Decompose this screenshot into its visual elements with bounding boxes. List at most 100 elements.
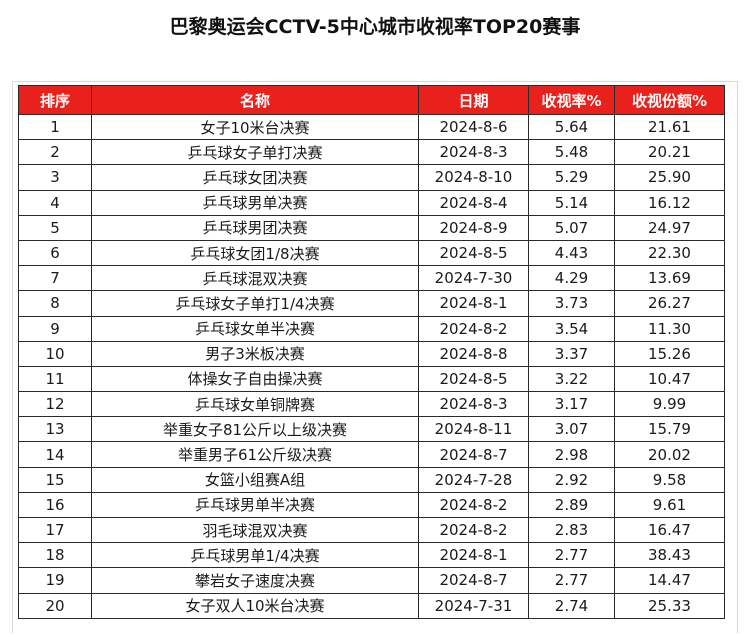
cell-date: 2024-8-3 [418, 139, 529, 166]
cell-share: 11.30 [614, 315, 725, 342]
cell-rating: 4.43 [528, 239, 615, 267]
cell-date: 2024-7-30 [418, 265, 529, 292]
cell-date: 2024-7-28 [418, 466, 529, 493]
cell-rank: 9 [18, 315, 92, 342]
table-row: 20 女子双人10米台决赛 2024-7-31 2.74 25.33 [18, 592, 725, 619]
table-row: 4 乒乓球男单决赛 2024-8-4 5.14 16.12 [18, 189, 725, 216]
cell-share: 9.99 [614, 391, 725, 418]
table-row: 11 体操女子自由操决赛 2024-8-5 3.22 10.47 [18, 365, 725, 393]
cell-name: 男子3米板决赛 [91, 340, 419, 367]
cell-rating: 2.89 [528, 491, 615, 519]
cell-share: 9.61 [614, 491, 725, 519]
cell-name: 乒乓球女单半决赛 [91, 315, 419, 342]
table-row: 9 乒乓球女单半决赛 2024-8-2 3.54 11.30 [18, 315, 725, 342]
cell-name: 女篮小组赛A组 [91, 466, 419, 493]
cell-name: 乒乓球混双决赛 [91, 265, 419, 292]
cell-share: 13.69 [614, 265, 725, 292]
cell-rating: 3.54 [528, 315, 615, 342]
cell-rating: 5.64 [528, 113, 615, 141]
cell-rank: 10 [18, 340, 92, 367]
page-title: 巴黎奥运会CCTV-5中心城市收视率TOP20赛事 [169, 16, 581, 38]
cell-name: 攀岩女子速度决赛 [91, 567, 419, 594]
cell-date: 2024-8-1 [418, 290, 529, 317]
cell-name: 乒乓球女团1/8决赛 [91, 239, 419, 267]
cell-date: 2024-8-5 [418, 239, 529, 267]
cell-date: 2024-8-2 [418, 491, 529, 519]
table-row: 2 乒乓球女子单打决赛 2024-8-3 5.48 20.21 [18, 139, 725, 166]
cell-share: 10.47 [614, 365, 725, 393]
cell-share: 24.97 [614, 214, 725, 241]
cell-share: 14.47 [614, 567, 725, 594]
cell-name: 羽毛球混双决赛 [91, 516, 419, 544]
cell-date: 2024-8-7 [418, 567, 529, 594]
cell-share: 20.21 [614, 139, 725, 166]
table-row: 8 乒乓球女子单打1/4决赛 2024-8-1 3.73 26.27 [18, 290, 725, 317]
table-row: 18 乒乓球男单1/4决赛 2024-8-1 2.77 38.43 [18, 542, 725, 569]
cell-rating: 5.48 [528, 139, 615, 166]
cell-date: 2024-8-2 [418, 516, 529, 544]
cell-name: 乒乓球男单决赛 [91, 189, 419, 216]
cell-rank: 12 [18, 391, 92, 418]
cell-rank: 14 [18, 441, 92, 468]
cell-name: 体操女子自由操决赛 [91, 365, 419, 393]
cell-share: 21.61 [614, 113, 725, 141]
table-row: 17 羽毛球混双决赛 2024-8-2 2.83 16.47 [18, 516, 725, 544]
cell-rank: 5 [18, 214, 92, 241]
cell-name: 女子10米台决赛 [91, 113, 419, 141]
cell-date: 2024-8-4 [418, 189, 529, 216]
cell-rating: 2.98 [528, 441, 615, 468]
cell-rating: 3.07 [528, 416, 615, 443]
cell-rank: 19 [18, 567, 92, 594]
table-row: 15 女篮小组赛A组 2024-7-28 2.92 9.58 [18, 466, 725, 493]
cell-rating: 3.37 [528, 340, 615, 367]
cell-rank: 17 [18, 516, 92, 544]
cell-rank: 13 [18, 416, 92, 443]
table-row: 16 乒乓球男单半决赛 2024-8-2 2.89 9.61 [18, 491, 725, 519]
cell-name: 乒乓球女团决赛 [91, 164, 419, 191]
cell-date: 2024-8-10 [418, 164, 529, 191]
cell-name: 举重男子61公斤级决赛 [91, 441, 419, 468]
cell-rank: 1 [18, 113, 92, 141]
cell-rating: 2.77 [528, 542, 615, 569]
cell-date: 2024-8-3 [418, 391, 529, 418]
cell-share: 25.33 [614, 592, 725, 619]
cell-name: 乒乓球女子单打决赛 [91, 139, 419, 166]
cell-name: 女子双人10米台决赛 [91, 592, 419, 619]
cell-name: 乒乓球男团决赛 [91, 214, 419, 241]
cell-date: 2024-8-1 [418, 542, 529, 569]
cell-name: 乒乓球女单铜牌赛 [91, 391, 419, 418]
cell-rating: 5.07 [528, 214, 615, 241]
table-row: 10 男子3米板决赛 2024-8-8 3.37 15.26 [18, 340, 725, 367]
cell-date: 2024-7-31 [418, 592, 529, 619]
table-row: 6 乒乓球女团1/8决赛 2024-8-5 4.43 22.30 [18, 239, 725, 267]
cell-date: 2024-8-8 [418, 340, 529, 367]
cell-share: 22.30 [614, 239, 725, 267]
cell-rating: 2.77 [528, 567, 615, 594]
table-row: 12 乒乓球女单铜牌赛 2024-8-3 3.17 9.99 [18, 391, 725, 418]
cell-rating: 5.14 [528, 189, 615, 216]
table-row: 19 攀岩女子速度决赛 2024-8-7 2.77 14.47 [18, 567, 725, 594]
cell-share: 15.79 [614, 416, 725, 443]
table-row: 5 乒乓球男团决赛 2024-8-9 5.07 24.97 [18, 214, 725, 241]
cell-rating: 2.92 [528, 466, 615, 493]
table-row: 7 乒乓球混双决赛 2024-7-30 4.29 13.69 [18, 265, 725, 292]
ratings-table: 排序 名称 日期 收视率% 收视份额% 1 女子10米台决赛 2024-8-6 5.6… [18, 85, 725, 619]
cell-date: 2024-8-6 [418, 113, 529, 141]
cell-rank: 20 [18, 592, 92, 619]
cell-rank: 2 [18, 139, 92, 166]
header-rank: 排序 [18, 85, 92, 115]
cell-rank: 15 [18, 466, 92, 493]
cell-name: 乒乓球女子单打1/4决赛 [91, 290, 419, 317]
cell-date: 2024-8-2 [418, 315, 529, 342]
cell-name: 乒乓球男单半决赛 [91, 491, 419, 519]
cell-name: 举重女子81公斤以上级决赛 [91, 416, 419, 443]
cell-rating: 3.17 [528, 391, 615, 418]
header-name: 名称 [91, 85, 419, 115]
cell-rating: 5.29 [528, 164, 615, 191]
header-share: 收视份额% [614, 85, 725, 115]
cell-share: 16.12 [614, 189, 725, 216]
table-row: 3 乒乓球女团决赛 2024-8-10 5.29 25.90 [18, 164, 725, 191]
cell-rating: 3.22 [528, 365, 615, 393]
header-rating: 收视率% [528, 85, 615, 115]
cell-rank: 7 [18, 265, 92, 292]
